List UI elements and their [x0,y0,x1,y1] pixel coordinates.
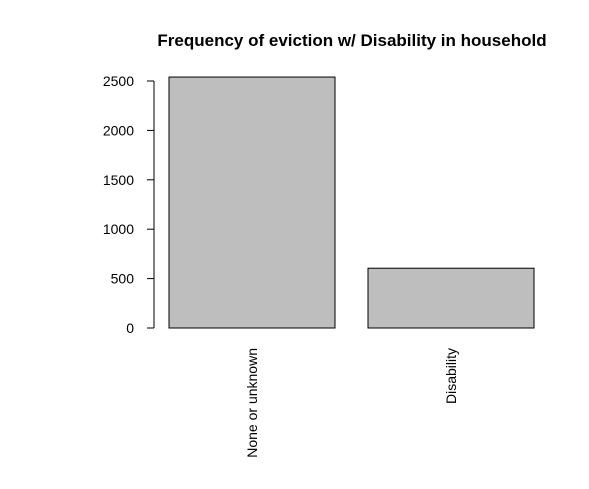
y-tick-label: 1500 [103,172,134,188]
y-tick-label: 0 [126,320,134,336]
x-category-label: None or unknown [244,348,260,458]
bar [169,77,335,328]
y-tick-label: 2000 [103,122,134,138]
y-tick-label: 2500 [103,73,134,89]
x-axis-labels: None or unknown Disability [244,348,459,458]
y-tick-label: 1000 [103,221,134,237]
y-tick-label: 500 [111,271,135,287]
bar [368,268,534,328]
chart-title: Frequency of eviction w/ Disability in h… [157,31,546,50]
bars-group [169,77,534,328]
y-axis: 0 500 1000 1500 2000 2500 [103,73,154,336]
x-category-label: Disability [443,348,459,404]
